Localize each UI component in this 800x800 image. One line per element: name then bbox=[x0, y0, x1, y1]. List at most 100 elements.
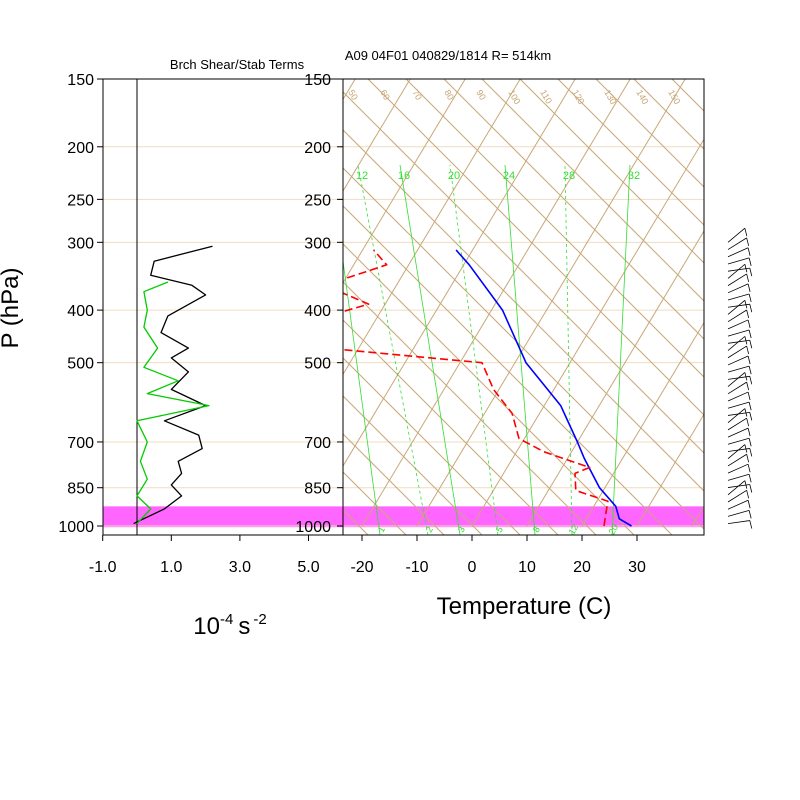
wind-barb-flag bbox=[749, 448, 753, 457]
mixing-ratio-bottom-label: 2 bbox=[424, 525, 435, 534]
skewt-pressure-label: 200 bbox=[304, 140, 331, 157]
wind-barb-flag bbox=[744, 228, 748, 237]
wind-barb-flag bbox=[749, 340, 753, 349]
dry-adiabat-line bbox=[595, 79, 704, 188]
wind-barb-flag bbox=[748, 293, 752, 303]
wind-barb-flag bbox=[749, 520, 753, 529]
temperature-line bbox=[455, 249, 632, 527]
dry-adiabat-line bbox=[481, 79, 704, 302]
skewt-frame bbox=[342, 78, 705, 536]
isotherm-line bbox=[343, 79, 576, 467]
temp-x-tick-label: 30 bbox=[628, 559, 646, 576]
wind-barb-shaft bbox=[727, 444, 746, 460]
mixing-ratio-bottom-label: 20 bbox=[607, 523, 621, 537]
wind-barb-shaft bbox=[727, 355, 749, 366]
mixing-ratio-bottom-label: 12 bbox=[567, 523, 581, 537]
wind-barb-flag bbox=[747, 464, 751, 473]
dry-adiabat-line bbox=[343, 167, 704, 530]
wind-barb-shaft bbox=[727, 372, 746, 387]
wind-barb-shaft bbox=[727, 437, 750, 445]
wind-barb-flag bbox=[748, 474, 752, 483]
wind-barb-flag bbox=[749, 412, 753, 421]
left-x-tick-label: 3.0 bbox=[229, 559, 251, 576]
wind-barb-shaft bbox=[727, 257, 750, 265]
wind-barb-shaft bbox=[727, 283, 749, 294]
y-tick-label: 150 bbox=[67, 72, 94, 89]
wind-barb-shaft bbox=[727, 453, 747, 467]
adiabat-label: 100 bbox=[506, 88, 522, 106]
isotherm-line bbox=[526, 230, 704, 527]
wind-barb-flag bbox=[747, 391, 751, 401]
wind-barb-flag bbox=[746, 454, 750, 463]
adiabat-label: 150 bbox=[666, 88, 682, 106]
skewt-grid bbox=[0, 79, 704, 535]
y-axis-label: P (hPa) bbox=[0, 268, 24, 349]
y-tick-label: 250 bbox=[67, 192, 94, 209]
wind-barb-flag bbox=[748, 257, 752, 266]
left-x-tick-label: 1.0 bbox=[160, 559, 182, 576]
temp-x-tick-label: 20 bbox=[573, 559, 591, 576]
mixing-ratio-line bbox=[611, 164, 631, 535]
dry-adiabat-line bbox=[343, 243, 635, 535]
left-series-group bbox=[133, 245, 213, 525]
wind-barb-flag bbox=[748, 438, 752, 447]
dry-adiabat-line bbox=[405, 79, 704, 378]
wind-barb-shaft bbox=[727, 480, 746, 496]
left-panel-title: Brch Shear/Stab Terms bbox=[170, 57, 305, 72]
skewt-pressure-label: 500 bbox=[304, 356, 331, 373]
mixing-ratio-label: 20 bbox=[448, 170, 460, 182]
wind-barb-flag bbox=[749, 376, 753, 385]
wind-barb-shaft bbox=[727, 381, 747, 395]
wind-barb-shaft bbox=[727, 345, 747, 359]
isotherm-line bbox=[0, 79, 190, 526]
dry-adiabat-line bbox=[519, 79, 704, 264]
wind-barb-flag bbox=[746, 273, 750, 283]
wind-barb-flag bbox=[744, 372, 748, 381]
isotherm-line bbox=[0, 79, 245, 526]
left-x-axis-label: 10-4 s -2 bbox=[193, 611, 266, 640]
wind-barb-flag bbox=[744, 336, 748, 345]
wind-barb-shaft bbox=[727, 237, 747, 250]
mixing-ratio-bottom-label: 3 bbox=[456, 525, 467, 534]
temp-x-tick-label: -20 bbox=[350, 559, 373, 576]
dry-adiabat-line bbox=[343, 205, 673, 535]
wind-barb-flag bbox=[744, 408, 748, 417]
wind-barb-shaft bbox=[727, 408, 746, 423]
wind-barb-shaft bbox=[727, 329, 750, 337]
adiabat-label: 70 bbox=[410, 88, 424, 102]
mixing-ratio-bottom-label: 5 bbox=[494, 525, 505, 534]
dry-adiabat-line bbox=[343, 91, 704, 454]
wind-barb-flag bbox=[749, 304, 753, 313]
y-tick-label: 500 bbox=[67, 356, 94, 373]
wind-barb-flag bbox=[746, 490, 750, 499]
skewt-pressure-label: 300 bbox=[304, 235, 331, 252]
wind-barb-shaft bbox=[727, 391, 749, 402]
wind-barb-flag bbox=[747, 247, 751, 256]
mixing-ratio-line bbox=[357, 164, 429, 535]
wind-barb-flag bbox=[747, 428, 751, 437]
y-tick-label: 300 bbox=[67, 235, 94, 252]
y-tick-label: 1000 bbox=[58, 519, 94, 536]
dry-adiabat-line bbox=[443, 79, 704, 340]
right-panel-title: A09 04F01 040829/1814 R= 514km bbox=[345, 48, 551, 63]
adiabat-label: 60 bbox=[378, 88, 392, 102]
wind-barb-flag bbox=[747, 500, 751, 509]
isotherm-line bbox=[691, 505, 704, 527]
isotherm-line bbox=[343, 79, 466, 284]
wind-barb-flag bbox=[744, 480, 748, 489]
mixing-ratio-label: 32 bbox=[628, 170, 640, 182]
wind-barb-shaft bbox=[727, 336, 746, 351]
mixing-ratio-line bbox=[564, 164, 573, 535]
wind-barb-flag bbox=[747, 283, 751, 292]
mixing-ratio-label: 16 bbox=[398, 170, 410, 182]
wind-barb-shaft bbox=[727, 499, 749, 510]
wind-barb-shaft bbox=[727, 365, 750, 373]
adiabat-label: 50 bbox=[346, 88, 360, 102]
wind-barb-flag bbox=[747, 319, 751, 329]
dry-adiabat-line bbox=[671, 79, 704, 112]
adiabat-label: 120 bbox=[570, 88, 586, 106]
mixing-ratio-label: 24 bbox=[503, 170, 515, 182]
dry-adiabat-line bbox=[0, 79, 254, 535]
